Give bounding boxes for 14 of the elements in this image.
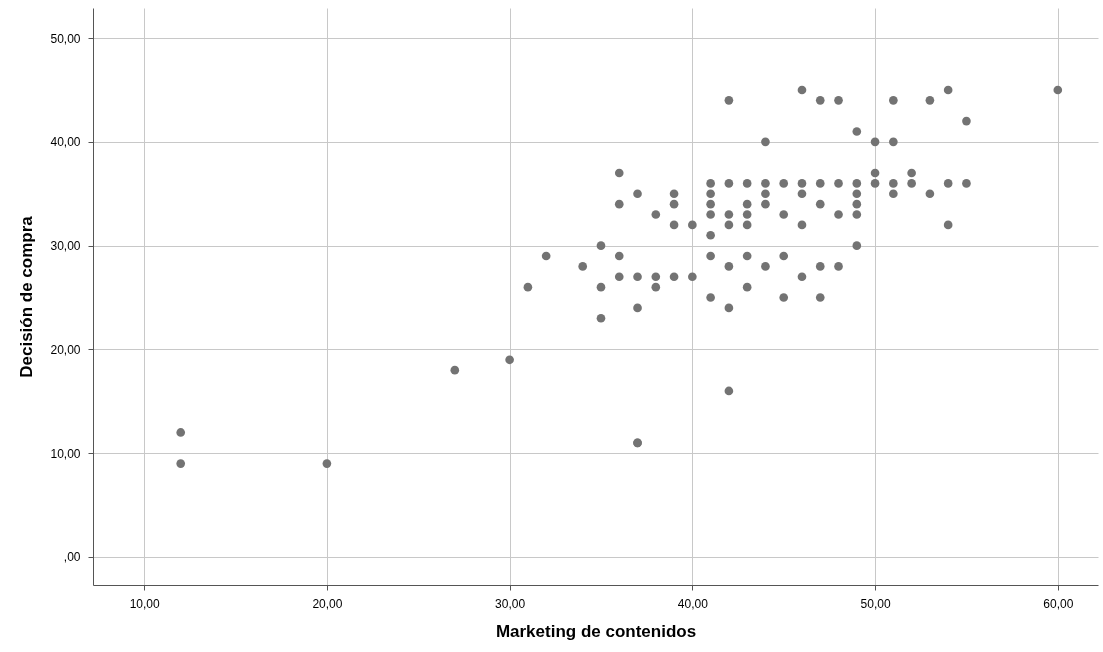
y-tick-label: 10,00 [50, 446, 81, 461]
y-tick-label: 50,00 [50, 31, 81, 46]
x-tick-label: 50,00 [860, 596, 891, 611]
x-tick-label: 60,00 [1043, 596, 1074, 611]
y-tick-label: 30,00 [50, 239, 81, 254]
x-tick-label: 10,00 [129, 596, 160, 611]
y-tick-label: 40,00 [50, 135, 81, 150]
y-axis-title: Decisión de compra [17, 215, 37, 378]
y-tick-label: 20,00 [50, 342, 81, 357]
x-tick-label: 30,00 [495, 596, 526, 611]
x-tick-label: 40,00 [677, 596, 709, 611]
y-tick-label: ,00 [63, 550, 81, 565]
x-axis-title: Marketing de contenidos [495, 621, 697, 641]
x-tick-label: 20,00 [312, 596, 343, 611]
